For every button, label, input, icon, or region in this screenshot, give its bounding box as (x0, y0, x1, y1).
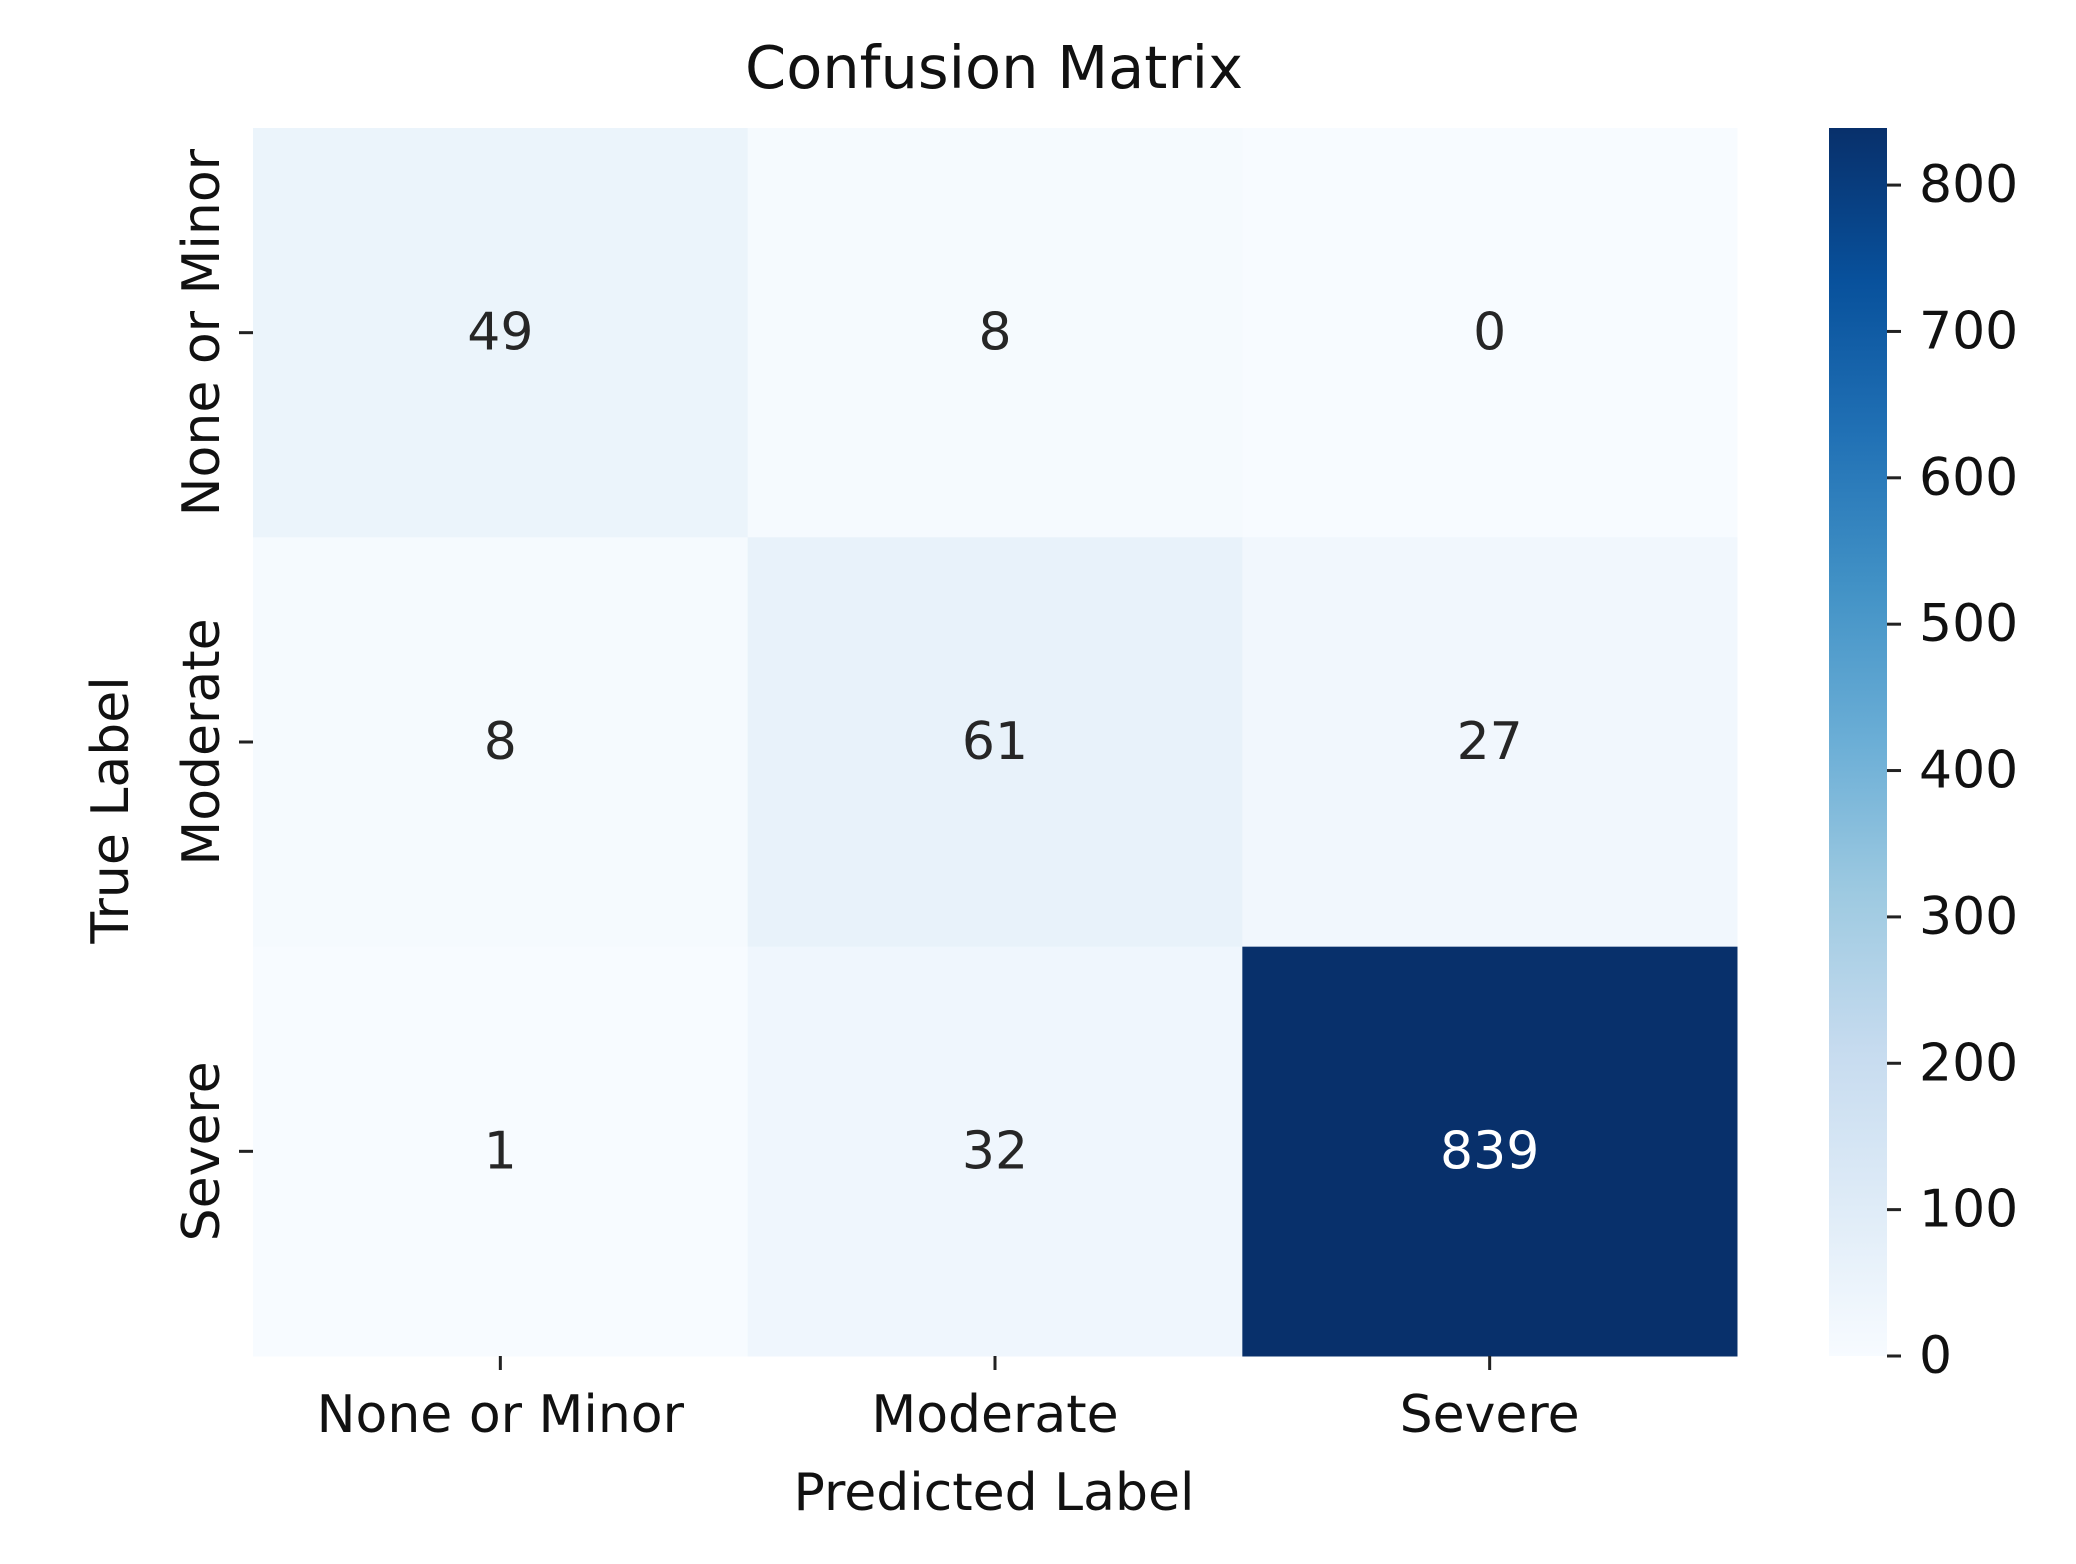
cell-value-label: 27 (1457, 712, 1523, 772)
heatmap-cells (253, 128, 1738, 1357)
cell-value-label: 61 (962, 712, 1028, 772)
heatmap-cell-labels: 49 8 0 8 61 27 1 32 839 (467, 303, 1539, 1182)
colorbar: 0 100 200 300 400 500 600 700 800 (1829, 128, 2018, 1386)
heatmap-cell (1242, 946, 1738, 1357)
colorbar-tick-label: 400 (1919, 741, 2018, 801)
y-tick-label: Severe (172, 1061, 232, 1241)
y-tick-label: Moderate (172, 618, 232, 865)
heatmap-cell (253, 128, 749, 538)
cell-value-label: 32 (962, 1121, 1028, 1181)
heatmap-cell (747, 946, 1243, 1357)
heatmap-cell (747, 128, 1243, 538)
colorbar-tick-label: 200 (1919, 1033, 2018, 1093)
colorbar-tick-label: 600 (1919, 448, 2018, 508)
colorbar-tick-label: 700 (1919, 301, 2018, 361)
colorbar-tick-label: 300 (1919, 887, 2018, 947)
colorbar-tick-label: 100 (1919, 1180, 2018, 1240)
cell-value-label: 1 (484, 1121, 517, 1181)
cell-value-label: 8 (978, 303, 1011, 363)
colorbar-tick-label: 800 (1919, 155, 2018, 215)
x-axis-label: Predicted Label (794, 1463, 1195, 1523)
chart-title: Confusion Matrix (745, 33, 1243, 102)
y-axis: None or Minor Moderate Severe (172, 148, 253, 1241)
cell-value-label: 8 (484, 712, 517, 772)
colorbar-tick-label: 0 (1919, 1326, 1952, 1386)
x-axis: None or Minor Moderate Severe (317, 1356, 1580, 1445)
y-axis-label: True Label (81, 676, 141, 944)
x-tick-label: Moderate (871, 1385, 1118, 1445)
colorbar-tick-label: 500 (1919, 594, 2018, 654)
x-tick-label: Severe (1400, 1385, 1580, 1445)
cell-value-label: 0 (1473, 303, 1506, 363)
cell-value-label: 49 (467, 303, 533, 363)
y-tick-label: None or Minor (172, 148, 232, 516)
colorbar-gradient (1829, 128, 1887, 1356)
heatmap-cell (747, 537, 1243, 948)
heatmap-cell (1242, 128, 1738, 538)
heatmap-cell (253, 946, 749, 1357)
heatmap-cell (253, 537, 749, 948)
cell-value-label: 839 (1440, 1121, 1539, 1181)
heatmap-cell (1242, 537, 1738, 948)
x-tick-label: None or Minor (317, 1385, 685, 1445)
